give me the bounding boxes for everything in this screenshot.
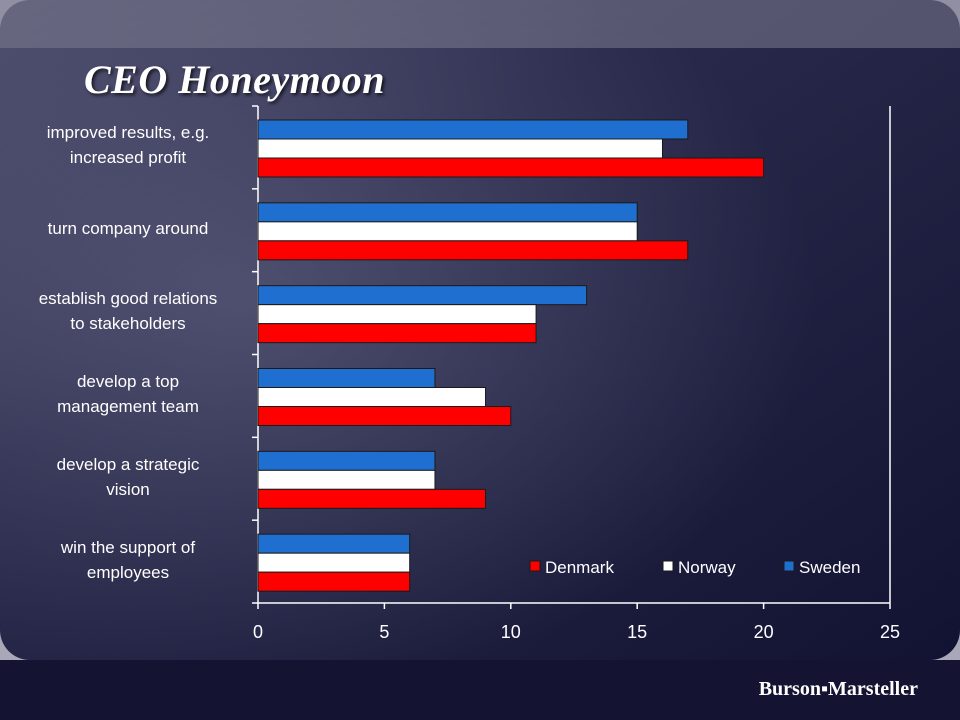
burson-marsteller-logo: Burson▪Marsteller — [758, 678, 918, 700]
category-label-line: increased profit — [69, 148, 187, 168]
category-label-line: establish good relations — [38, 289, 218, 309]
x-tick-label: 10 — [501, 622, 521, 642]
bar-denmark-0 — [257, 157, 765, 178]
x-tick-label: 0 — [253, 622, 263, 642]
legend-label-denmark: Denmark — [545, 558, 614, 577]
slide-title: CEO Honeymoon — [84, 57, 385, 102]
category-label-line: turn company around — [47, 218, 209, 238]
category-label-5: win the support of employees — [12, 535, 244, 585]
category-label-3: develop a top management team — [12, 369, 244, 419]
bar-norway-3 — [257, 387, 487, 407]
category-label-line: vision — [106, 479, 150, 499]
legend-label-norway: Norway — [678, 558, 736, 577]
bar-denmark-5 — [257, 571, 411, 592]
bar-norway-0 — [257, 138, 663, 159]
x-tick-label: 5 — [379, 622, 389, 642]
bar-denmark-2 — [257, 323, 537, 344]
bar-denmark-3 — [257, 406, 512, 426]
legend-swatch-norway — [662, 560, 674, 572]
category-label-line: develop a top — [76, 371, 180, 391]
bar-sweden-0 — [257, 119, 689, 140]
legend-swatch-sweden — [783, 560, 795, 572]
category-label-0: improved results, e.g. increased profit — [12, 120, 244, 170]
category-label-line: improved results, e.g. — [46, 123, 210, 143]
legend-swatch-denmark — [529, 560, 541, 572]
category-label-4: develop a strategic vision — [12, 452, 244, 502]
bar-sweden-2 — [257, 285, 588, 306]
category-label-line: win the support of — [60, 537, 196, 557]
category-label-line: develop a strategic — [56, 454, 200, 474]
bar-norway-5 — [257, 552, 411, 573]
bar-norway-2 — [257, 304, 537, 325]
category-label-line: management team — [57, 396, 199, 416]
bar-sweden-1 — [257, 202, 638, 223]
x-tick-label: 15 — [627, 622, 647, 642]
category-label-line: employees — [86, 562, 170, 582]
bar-sweden-3 — [257, 368, 436, 388]
x-tick-label: 20 — [754, 622, 774, 642]
category-label-line: to stakeholders — [70, 314, 186, 334]
category-label-2: establish good relations to stakeholders — [12, 286, 244, 336]
x-tick-label: 25 — [880, 622, 900, 642]
category-label-1: turn company around — [12, 216, 244, 241]
legend-label-sweden: Sweden — [799, 558, 860, 577]
bar-norway-1 — [257, 221, 638, 242]
bar-sweden-5 — [257, 533, 411, 554]
bar-sweden-4 — [257, 450, 436, 471]
bar-denmark-1 — [257, 240, 689, 261]
bar-norway-4 — [257, 469, 436, 490]
bar-denmark-4 — [257, 488, 487, 509]
